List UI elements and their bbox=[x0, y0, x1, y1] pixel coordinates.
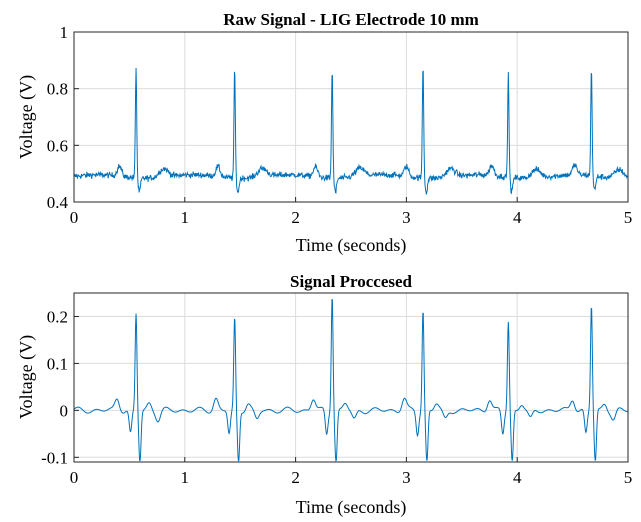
raw-x-tick-label: 5 bbox=[624, 208, 633, 227]
raw-y-tick-label: 0.6 bbox=[47, 136, 68, 155]
raw-x-tick-label: 0 bbox=[70, 208, 79, 227]
raw-plot-area bbox=[74, 32, 628, 202]
raw-axes-box bbox=[73, 31, 629, 203]
processed-axes-box bbox=[73, 292, 629, 463]
processed-x-tick-label: 0 bbox=[70, 468, 79, 487]
raw-x-tick-label: 2 bbox=[291, 208, 300, 227]
raw-ticks: 0 1 2 3 4 5 0.4 0.6 0.8 1 bbox=[47, 23, 633, 227]
processed-x-tick-label: 5 bbox=[624, 468, 633, 487]
raw-y-tick-label: 0.8 bbox=[47, 80, 68, 99]
raw-x-tick-label: 4 bbox=[513, 208, 522, 227]
processed-x-tick-label: 2 bbox=[291, 468, 300, 487]
raw-signal-line bbox=[73, 68, 629, 195]
processed-x-tick-label: 4 bbox=[513, 468, 522, 487]
processed-x-tick-label: 1 bbox=[181, 468, 190, 487]
raw-y-axis-label: Voltage (V) bbox=[16, 75, 37, 159]
raw-grid bbox=[74, 32, 628, 202]
raw-y-tick-label: 0.4 bbox=[47, 193, 69, 212]
processed-y-axis-label: Voltage (V) bbox=[16, 335, 37, 419]
processed-x-tick-label: 3 bbox=[402, 468, 411, 487]
raw-x-axis-label: Time (seconds) bbox=[296, 235, 407, 256]
processed-y-tick-label: -0.1 bbox=[41, 448, 68, 467]
processed-signal-panel: 0 1 2 3 4 5-0.100.10.2 Signal Proccesed Time … bbox=[16, 272, 632, 518]
processed-signal-line bbox=[73, 299, 628, 462]
raw-signal-panel: 0 1 2 3 4 5 0.4 0.6 0.8 1 Raw Signal - LIG Electr… bbox=[16, 10, 632, 256]
raw-x-tick-label: 1 bbox=[181, 208, 190, 227]
processed-y-tick-label: 0 bbox=[60, 401, 69, 420]
processed-chart-title: Signal Proccesed bbox=[290, 272, 413, 291]
raw-x-tick-label: 3 bbox=[402, 208, 411, 227]
processed-plot-area bbox=[74, 293, 628, 462]
processed-y-tick-label: 0.1 bbox=[47, 354, 68, 373]
processed-ticks: 0 1 2 3 4 5-0.100.10.2 bbox=[41, 307, 632, 487]
processed-x-axis-label: Time (seconds) bbox=[296, 497, 407, 518]
raw-chart-title: Raw Signal - LIG Electrode 10 mm bbox=[223, 10, 479, 29]
processed-y-tick-label: 0.2 bbox=[47, 307, 68, 326]
processed-grid bbox=[74, 293, 628, 462]
raw-y-tick-label: 1 bbox=[60, 23, 69, 42]
